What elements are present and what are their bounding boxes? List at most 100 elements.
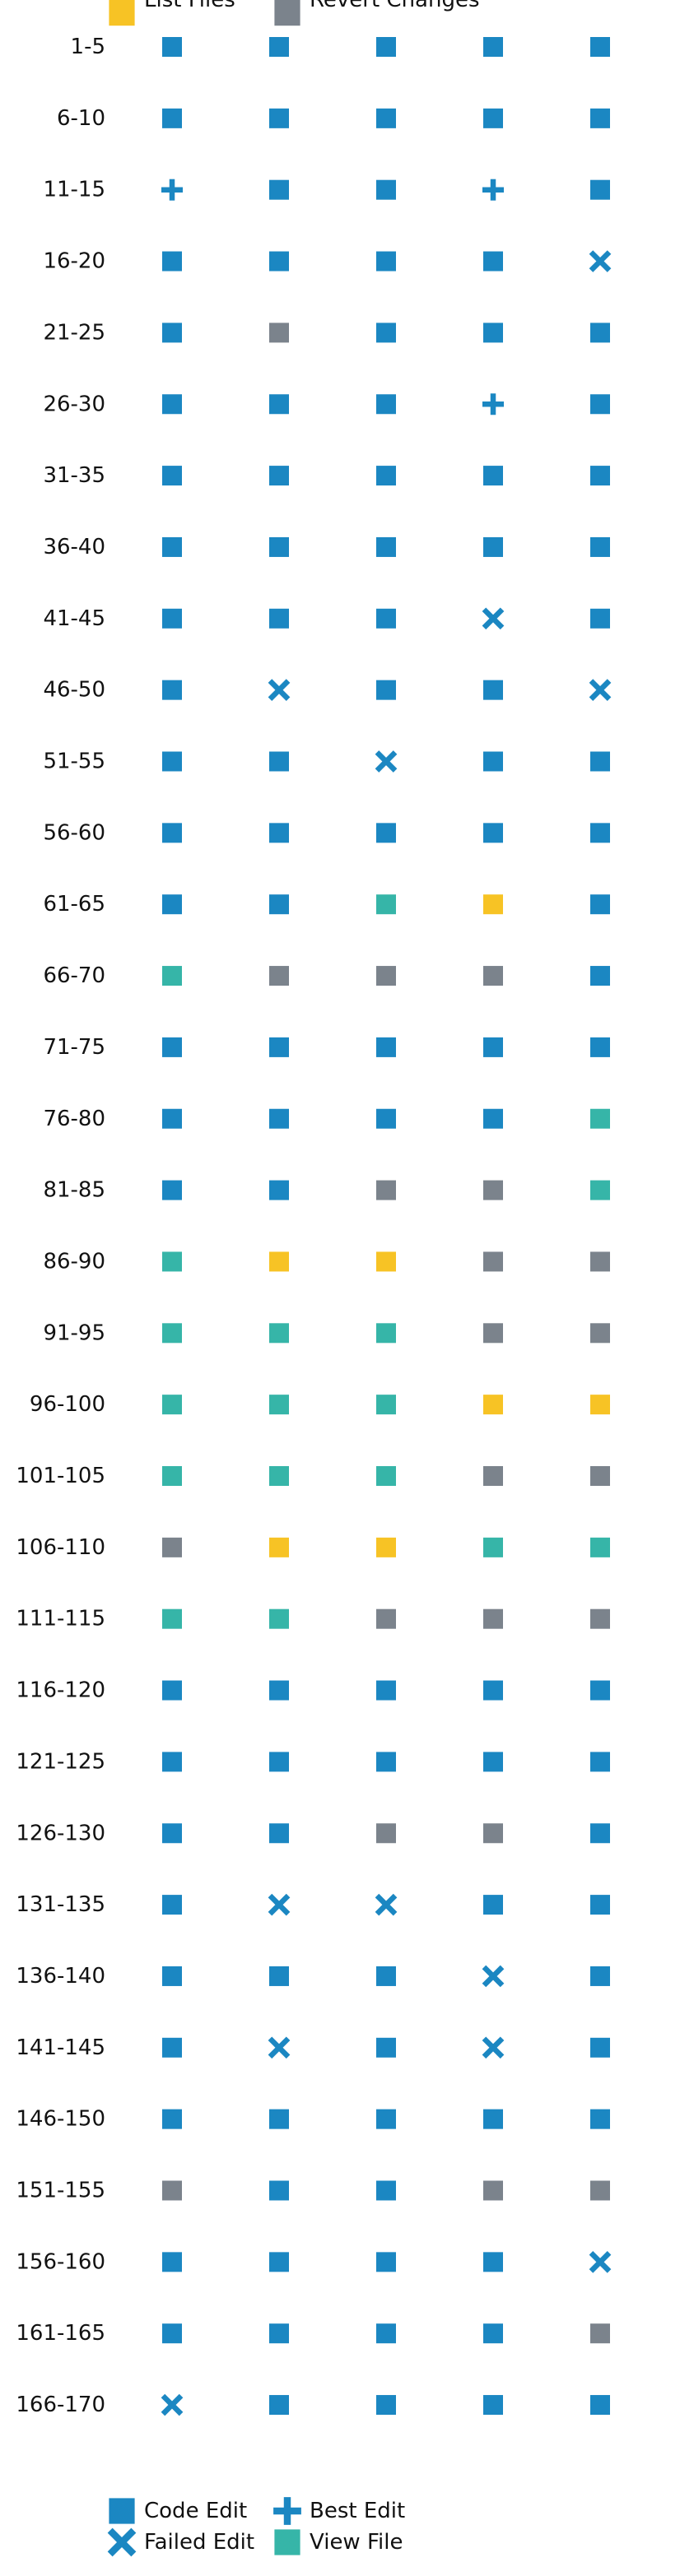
marker-code-edit	[590, 1037, 610, 1057]
marker-failed-edit	[589, 679, 612, 701]
marker-code-edit	[162, 1037, 182, 1057]
marker-failed-edit	[375, 1893, 398, 1916]
row-label: 71-75	[43, 1035, 105, 1060]
marker-code-edit	[590, 466, 610, 486]
row-label: 111-115	[16, 1607, 105, 1631]
marker-revert-changes	[590, 1323, 610, 1344]
marker-list-files	[376, 1537, 396, 1557]
marker-view-file	[590, 1108, 610, 1129]
marker-code-edit	[162, 1680, 182, 1701]
marker-best-edit	[161, 179, 183, 201]
marker-failed-edit	[482, 2036, 505, 2059]
legend-marker-list-files	[109, 0, 135, 26]
row-label: 101-105	[16, 1464, 105, 1488]
marker-revert-changes	[483, 1180, 503, 1200]
row-label: 156-160	[16, 2249, 105, 2274]
marker-code-edit	[376, 323, 396, 343]
marker-code-edit	[269, 536, 289, 557]
marker-code-edit	[162, 1966, 182, 1986]
marker-code-edit	[269, 751, 289, 772]
marker-code-edit	[162, 2323, 182, 2344]
marker-code-edit	[483, 1037, 503, 1057]
legend-marker-revert-changes	[274, 0, 300, 26]
marker-code-edit	[269, 1966, 289, 1986]
marker-code-edit	[590, 2395, 610, 2416]
marker-revert-changes	[376, 966, 396, 986]
marker-view-file	[483, 1537, 503, 1557]
marker-code-edit	[376, 823, 396, 843]
row-label: 116-120	[16, 1678, 105, 1703]
marker-code-edit	[269, 2252, 289, 2272]
marker-view-file	[162, 1251, 182, 1272]
marker-code-edit	[269, 608, 289, 629]
row-label: 136-140	[16, 1964, 105, 1989]
marker-failed-edit	[375, 750, 398, 773]
marker-revert-changes	[590, 2323, 610, 2344]
legend-item-best-edit: Best Edit	[273, 2497, 405, 2525]
marker-code-edit	[376, 536, 396, 557]
row-label: 141-145	[16, 2035, 105, 2060]
marker-code-edit	[269, 1752, 289, 1772]
marker-best-edit	[482, 179, 504, 201]
marker-code-edit	[376, 1752, 396, 1772]
marker-revert-changes	[376, 1608, 396, 1629]
marker-code-edit	[483, 751, 503, 772]
marker-code-edit	[590, 1823, 610, 1844]
legend-label: View File	[310, 2530, 403, 2555]
marker-code-edit	[162, 466, 182, 486]
marker-list-files	[483, 894, 503, 915]
legend-item-failed-edit: Failed Edit	[107, 2527, 254, 2557]
marker-list-files	[269, 1251, 289, 1272]
marker-code-edit	[590, 323, 610, 343]
marker-code-edit	[269, 2323, 289, 2344]
row-label: 1-5	[71, 35, 105, 59]
rows-layer: 1-5 6-10 11-15 16-20 21-25 26-30 31-35 36-40 41-…	[16, 35, 612, 2417]
marker-code-edit	[483, 466, 503, 486]
marker-code-edit	[590, 1752, 610, 1772]
marker-code-edit	[269, 2180, 289, 2201]
legend-item-view-file: View File	[274, 2529, 403, 2555]
row-label: 91-95	[43, 1320, 105, 1345]
marker-code-edit	[269, 823, 289, 843]
marker-code-edit	[269, 1037, 289, 1057]
marker-view-file	[162, 966, 182, 986]
marker-failed-edit	[268, 679, 291, 701]
marker-code-edit	[162, 1108, 182, 1129]
marker-code-edit	[162, 894, 182, 915]
row-label: 166-170	[16, 2393, 105, 2417]
marker-code-edit	[483, 2395, 503, 2416]
marker-failed-edit	[589, 250, 612, 272]
marker-view-file	[269, 1466, 289, 1486]
row-label: 106-110	[16, 1535, 105, 1560]
marker-revert-changes	[483, 1466, 503, 1486]
marker-list-files	[590, 1395, 610, 1415]
marker-revert-changes	[590, 1608, 610, 1629]
marker-code-edit	[376, 179, 396, 200]
marker-view-file	[376, 894, 396, 915]
marker-code-edit	[269, 108, 289, 128]
marker-revert-changes	[483, 1323, 503, 1344]
marker-code-edit	[483, 323, 503, 343]
marker-code-edit	[376, 108, 396, 128]
marker-list-files	[483, 1395, 503, 1415]
marker-failed-edit	[268, 2036, 291, 2059]
marker-revert-changes	[483, 1823, 503, 1844]
marker-revert-changes	[590, 1251, 610, 1272]
marker-view-file	[590, 1537, 610, 1557]
row-label: 41-45	[43, 606, 105, 631]
marker-code-edit	[483, 1752, 503, 1772]
marker-code-edit	[269, 894, 289, 915]
marker-list-files	[269, 1537, 289, 1557]
marker-code-edit	[376, 1108, 396, 1129]
marker-code-edit	[590, 2037, 610, 2058]
row-label: 126-130	[16, 1821, 105, 1845]
marker-code-edit	[483, 2109, 503, 2129]
marker-code-edit	[483, 823, 503, 843]
marker-code-edit	[376, 2109, 396, 2129]
row-label: 86-90	[43, 1249, 105, 1274]
marker-code-edit	[376, 608, 396, 629]
marker-code-edit	[376, 2252, 396, 2272]
marker-code-edit	[376, 1037, 396, 1057]
marker-view-file	[269, 1608, 289, 1629]
